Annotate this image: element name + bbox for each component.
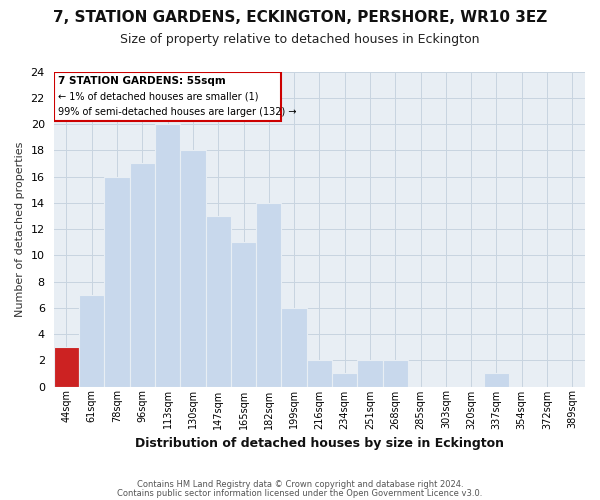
Bar: [358, 360, 383, 386]
Bar: [181, 150, 206, 386]
Bar: [155, 124, 181, 386]
Text: Size of property relative to detached houses in Eckington: Size of property relative to detached ho…: [120, 32, 480, 46]
Bar: [79, 294, 104, 386]
Text: Contains public sector information licensed under the Open Government Licence v3: Contains public sector information licen…: [118, 488, 482, 498]
Text: 7, STATION GARDENS, ECKINGTON, PERSHORE, WR10 3EZ: 7, STATION GARDENS, ECKINGTON, PERSHORE,…: [53, 10, 547, 25]
Bar: [281, 308, 307, 386]
Bar: [104, 176, 130, 386]
Text: ← 1% of detached houses are smaller (1): ← 1% of detached houses are smaller (1): [58, 92, 258, 102]
Bar: [256, 203, 281, 386]
Bar: [206, 216, 231, 386]
Bar: [383, 360, 408, 386]
Bar: [307, 360, 332, 386]
Bar: [54, 347, 79, 387]
Bar: [484, 374, 509, 386]
Bar: [231, 242, 256, 386]
Text: 7 STATION GARDENS: 55sqm: 7 STATION GARDENS: 55sqm: [58, 76, 226, 86]
Bar: [130, 164, 155, 386]
FancyBboxPatch shape: [54, 72, 281, 122]
Text: Contains HM Land Registry data © Crown copyright and database right 2024.: Contains HM Land Registry data © Crown c…: [137, 480, 463, 489]
Text: 99% of semi-detached houses are larger (132) →: 99% of semi-detached houses are larger (…: [58, 107, 296, 117]
Y-axis label: Number of detached properties: Number of detached properties: [15, 142, 25, 316]
Bar: [332, 374, 358, 386]
X-axis label: Distribution of detached houses by size in Eckington: Distribution of detached houses by size …: [135, 437, 504, 450]
